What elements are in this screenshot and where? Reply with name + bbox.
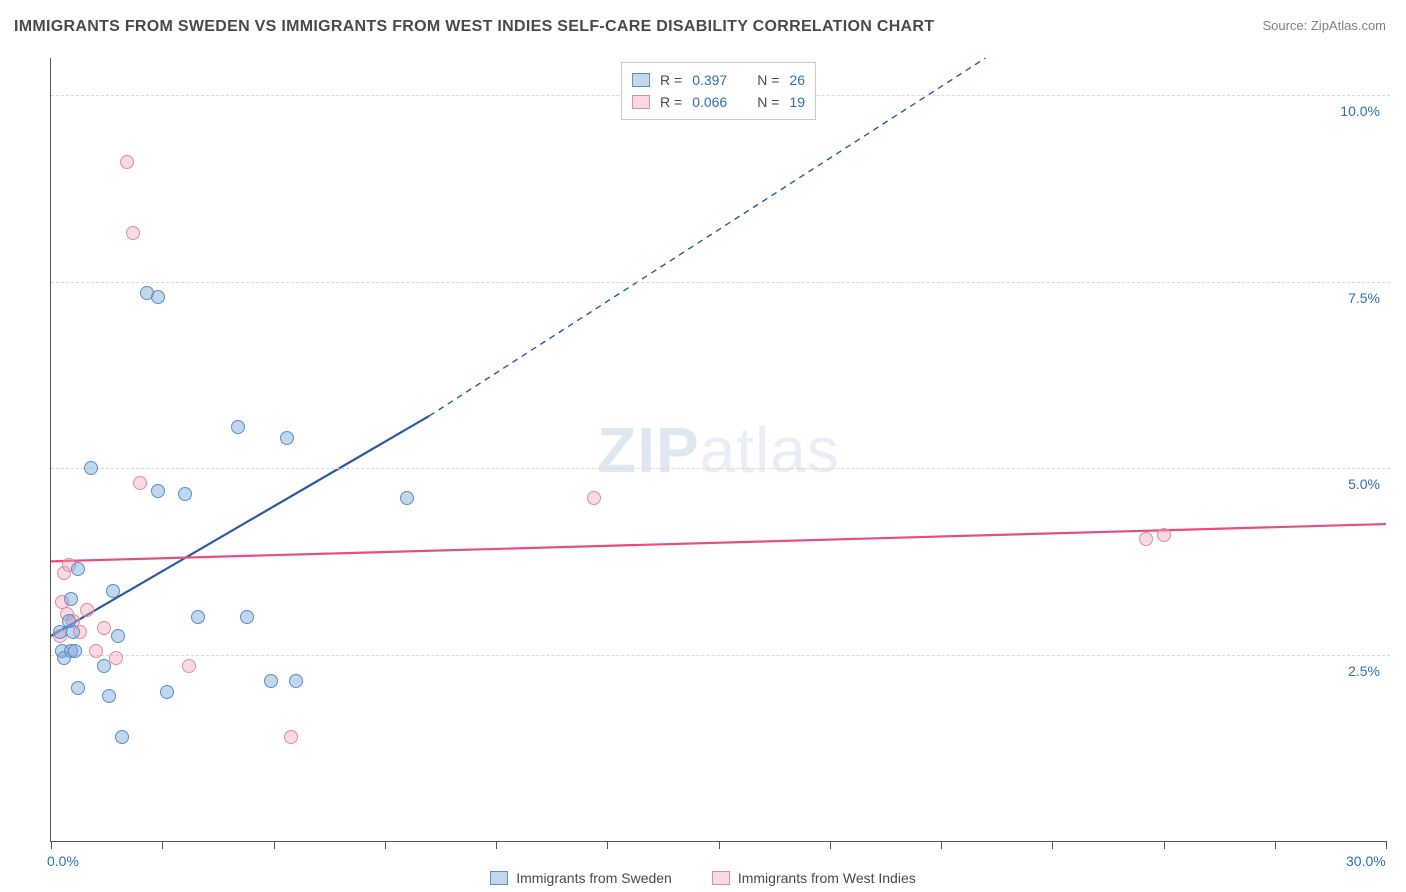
gridline <box>51 655 1390 656</box>
swatch-pink-icon <box>632 95 650 109</box>
legend-label-west-indies: Immigrants from West Indies <box>738 870 916 886</box>
data-point <box>400 491 414 505</box>
x-tick <box>941 841 942 849</box>
n-value: 19 <box>789 91 805 113</box>
x-tick <box>162 841 163 849</box>
swatch-pink-icon <box>712 871 730 885</box>
y-tick-label: 2.5% <box>1348 663 1380 679</box>
watermark-atlas: atlas <box>700 414 840 486</box>
data-point <box>97 621 111 635</box>
plot-area: ZIPatlas 2.5%5.0%7.5%10.0%0.0%30.0%R =0.… <box>50 58 1386 842</box>
swatch-blue-icon <box>632 73 650 87</box>
legend-label-sweden: Immigrants from Sweden <box>516 870 672 886</box>
legend-item-sweden: Immigrants from Sweden <box>490 870 672 886</box>
data-point <box>106 584 120 598</box>
watermark: ZIPatlas <box>597 413 840 487</box>
data-point <box>280 431 294 445</box>
data-point <box>71 562 85 576</box>
data-point <box>89 644 103 658</box>
r-value: 0.066 <box>692 91 727 113</box>
data-point <box>240 610 254 624</box>
data-point <box>151 290 165 304</box>
data-point <box>115 730 129 744</box>
x-tick <box>607 841 608 849</box>
data-point <box>102 689 116 703</box>
data-point <box>151 484 165 498</box>
data-point <box>84 461 98 475</box>
data-point <box>66 625 80 639</box>
gridline <box>51 468 1390 469</box>
x-tick <box>1275 841 1276 849</box>
watermark-zip: ZIP <box>597 414 700 486</box>
swatch-blue-icon <box>490 871 508 885</box>
x-tick <box>830 841 831 849</box>
legend-bottom: Immigrants from Sweden Immigrants from W… <box>0 870 1406 886</box>
data-point <box>80 603 94 617</box>
x-tick <box>719 841 720 849</box>
data-point <box>1157 528 1171 542</box>
x-tick-label: 0.0% <box>47 853 79 869</box>
data-point <box>289 674 303 688</box>
data-point <box>97 659 111 673</box>
y-tick-label: 5.0% <box>1348 476 1380 492</box>
legend-item-west-indies: Immigrants from West Indies <box>712 870 916 886</box>
gridline <box>51 282 1390 283</box>
chart-container: Self-Care Disability ZIPatlas 2.5%5.0%7.… <box>0 48 1406 892</box>
data-point <box>133 476 147 490</box>
data-point <box>111 629 125 643</box>
data-point <box>1139 532 1153 546</box>
data-point <box>178 487 192 501</box>
r-value: 0.397 <box>692 69 727 91</box>
legend-stats-row: R = 0.066 N = 19 <box>632 91 805 113</box>
y-tick-label: 10.0% <box>1340 103 1380 119</box>
data-point <box>587 491 601 505</box>
x-tick <box>1164 841 1165 849</box>
y-tick-label: 7.5% <box>1348 290 1380 306</box>
r-label: R = <box>660 91 682 113</box>
legend-stats: R = 0.397 N = 26 R = 0.066 N = 19 <box>621 62 816 120</box>
n-value: 26 <box>789 69 805 91</box>
legend-stats-row: R = 0.397 N = 26 <box>632 69 805 91</box>
data-point <box>64 592 78 606</box>
x-tick <box>51 841 52 849</box>
data-point <box>71 681 85 695</box>
data-point <box>191 610 205 624</box>
data-point <box>231 420 245 434</box>
data-point <box>160 685 174 699</box>
data-point <box>182 659 196 673</box>
x-tick <box>496 841 497 849</box>
x-tick <box>1052 841 1053 849</box>
x-tick-label: 30.0% <box>1346 853 1386 869</box>
x-tick <box>274 841 275 849</box>
data-point <box>120 155 134 169</box>
data-point <box>284 730 298 744</box>
trend-lines <box>51 58 1386 841</box>
source-attribution: Source: ZipAtlas.com <box>1262 18 1386 33</box>
x-tick <box>1386 841 1387 849</box>
data-point <box>126 226 140 240</box>
data-point <box>264 674 278 688</box>
n-label: N = <box>757 69 779 91</box>
x-tick <box>385 841 386 849</box>
data-point <box>68 644 82 658</box>
r-label: R = <box>660 69 682 91</box>
chart-title: IMMIGRANTS FROM SWEDEN VS IMMIGRANTS FRO… <box>14 18 934 36</box>
n-label: N = <box>757 91 779 113</box>
